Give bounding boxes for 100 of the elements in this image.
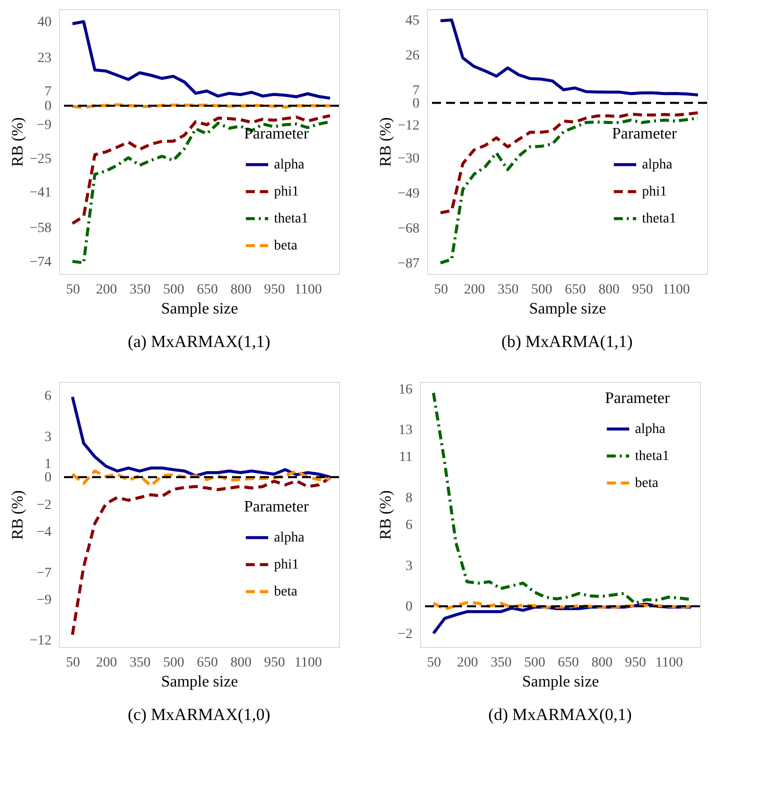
legend-label: beta xyxy=(274,238,298,254)
y-tick-label: −68 xyxy=(398,221,420,236)
x-tick-label: 200 xyxy=(457,656,478,670)
legend-label: alpha xyxy=(274,158,306,173)
y-tick-label: 11 xyxy=(399,450,412,466)
x-tick-label: 500 xyxy=(531,282,552,298)
y-tick-label: −12 xyxy=(30,634,52,649)
y-axis-title: RB (%) xyxy=(10,490,27,540)
x-tick-label: 350 xyxy=(130,282,151,298)
y-tick-label: 0 xyxy=(44,99,52,114)
y-tick-label: 1 xyxy=(44,457,52,472)
x-tick-label: 650 xyxy=(196,282,218,298)
y-tick-label: −9 xyxy=(36,592,52,608)
y-tick-label: −9 xyxy=(36,118,52,134)
legend-label: theta1 xyxy=(274,212,308,227)
line-series xyxy=(438,18,700,96)
x-tick-label: 50 xyxy=(434,282,448,298)
legend-label: alpha xyxy=(642,158,674,173)
x-tick-label: 50 xyxy=(426,656,441,670)
x-axis-title: Sample size xyxy=(529,300,606,318)
x-tick-label: 500 xyxy=(524,656,546,670)
y-tick-label: 40 xyxy=(38,15,52,30)
line-series xyxy=(70,114,332,226)
line-series xyxy=(438,116,700,264)
x-axis-title: Sample size xyxy=(522,674,599,690)
x-tick-label: 800 xyxy=(598,282,620,298)
line-series xyxy=(70,470,332,488)
x-tick-label: 650 xyxy=(196,656,218,670)
text: (c) MxARMAX(1,0) xyxy=(128,705,270,724)
y-tick-label: 45 xyxy=(406,14,420,29)
legend-label: theta1 xyxy=(635,449,670,464)
y-tick-label: −74 xyxy=(30,254,52,270)
y-tick-label: 8 xyxy=(406,491,412,506)
legend-label: beta xyxy=(635,476,660,491)
legend-label: theta1 xyxy=(642,212,676,227)
x-tick-label: 950 xyxy=(625,656,646,670)
x-tick-label: 800 xyxy=(230,282,252,298)
y-axis-title: RB (%) xyxy=(378,117,395,167)
y-tick-label: 13 xyxy=(398,423,412,438)
y-tick-label: 0 xyxy=(406,600,412,615)
x-tick-label: 200 xyxy=(464,282,486,298)
x-tick-label: 200 xyxy=(96,656,118,670)
y-tick-label: −49 xyxy=(398,186,420,202)
x-axis-title: Sample size xyxy=(161,674,238,690)
legend-label: alpha xyxy=(635,422,666,437)
y-tick-label: 0 xyxy=(412,96,420,112)
y-tick-label: 16 xyxy=(398,382,412,398)
x-tick-label: 350 xyxy=(130,656,151,670)
x-tick-label: 800 xyxy=(591,656,612,670)
text: (d) MxARMAX(0,1) xyxy=(488,705,632,724)
y-tick-label: 3 xyxy=(44,430,52,445)
x-tick-label: 50 xyxy=(66,282,80,298)
y-tick-label: −4 xyxy=(36,524,52,540)
legend-label: phi1 xyxy=(642,184,667,200)
y-tick-label: 7 xyxy=(44,84,52,100)
legend-title: Parameter xyxy=(244,126,310,143)
x-tick-label: 950 xyxy=(632,282,654,298)
legend-title: Parameter xyxy=(244,498,310,516)
x-tick-label: 950 xyxy=(264,282,286,298)
y-axis-title: RB (%) xyxy=(378,490,395,540)
text: (a) MxARMAX(1,1) xyxy=(128,332,270,351)
x-tick-label: 1100 xyxy=(662,282,690,298)
y-tick-label: −2 xyxy=(36,498,52,513)
x-tick-label: 50 xyxy=(66,656,80,670)
x-tick-label: 200 xyxy=(96,282,118,298)
x-tick-label: 800 xyxy=(230,656,252,670)
y-tick-label: −12 xyxy=(398,118,420,134)
x-tick-label: 350 xyxy=(490,656,512,670)
x-tick-label: 650 xyxy=(564,282,586,298)
x-tick-label: 1100 xyxy=(655,656,683,670)
y-tick-label: −87 xyxy=(398,256,420,272)
line-series xyxy=(70,395,332,479)
y-tick-label: −30 xyxy=(398,152,420,167)
y-tick-label: −2 xyxy=(398,626,412,642)
y-tick-label: −25 xyxy=(30,152,52,167)
line-series xyxy=(70,20,332,100)
x-tick-label: 500 xyxy=(163,282,184,298)
y-tick-label: 7 xyxy=(412,83,420,98)
y-tick-label: 26 xyxy=(406,48,420,64)
legend-label: beta xyxy=(274,584,298,600)
x-tick-label: 950 xyxy=(264,656,286,670)
y-tick-label: −7 xyxy=(36,566,52,581)
line-series xyxy=(70,476,332,636)
y-tick-label: 6 xyxy=(44,389,52,404)
x-tick-label: 1100 xyxy=(294,656,322,670)
y-tick-label: −58 xyxy=(30,221,52,236)
legend-label: alpha xyxy=(274,530,306,546)
x-tick-label: 1100 xyxy=(294,282,322,298)
y-tick-label: 3 xyxy=(406,558,412,574)
legend-label: phi1 xyxy=(274,558,299,573)
y-tick-label: 6 xyxy=(406,518,412,534)
line-series xyxy=(432,601,693,611)
legend-title: Parameter xyxy=(605,390,671,407)
y-tick-label: −41 xyxy=(30,185,52,200)
y-axis-title: RB (%) xyxy=(10,117,27,167)
text: (b) MxARMA(1,1) xyxy=(501,332,633,351)
x-tick-label: 350 xyxy=(498,282,519,298)
x-tick-label: 650 xyxy=(558,656,579,670)
legend-title: Parameter xyxy=(612,126,678,143)
x-tick-label: 500 xyxy=(163,656,184,670)
